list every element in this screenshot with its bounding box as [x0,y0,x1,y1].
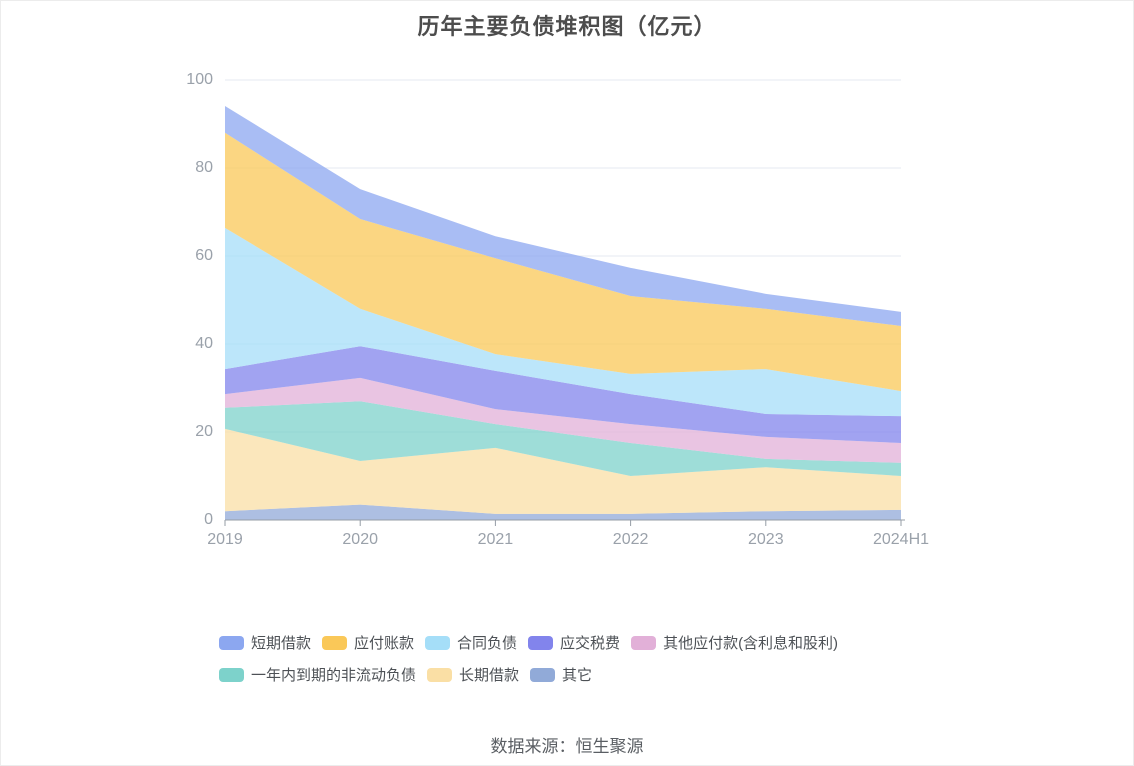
legend-swatch-others [530,667,556,682]
legend-swatch-long-term-borrowings [427,667,453,682]
area-short-term-borrowings[interactable] [225,105,901,326]
legend-swatch-non-current-liabilities-due-within-one-year [219,667,244,682]
legend-item-contract-liabilities[interactable]: 合同负债 [425,632,517,653]
legend-swatch-short-term-borrowings [219,635,244,650]
x-axis-label: 2020 [342,531,378,548]
area-long-term-borrowings[interactable] [225,428,901,514]
legend-item-non-current-liabilities-due-within-one-year[interactable]: 一年内到期的非流动负债 [219,664,416,685]
y-axis-label: 0 [204,511,213,528]
y-axis-label: 40 [195,335,213,352]
legend-swatch-accounts-payable [322,635,348,650]
legend-item-short-term-borrowings[interactable]: 短期借款 [219,632,311,653]
area-accounts-payable[interactable] [225,132,901,392]
y-axis-label: 100 [186,71,213,88]
legend-swatch-other-payables [631,635,657,650]
x-axis-label: 2022 [612,531,649,548]
area-other-payables[interactable] [225,377,901,463]
legend-label-contract-liabilities: 合同负债 [457,635,518,652]
legend-label-other-payables: 其他应付款(含利息和股利) [663,635,839,652]
legend-item-other-payables[interactable]: 其他应付款(含利息和股利) [631,632,838,653]
x-axis-label: 2021 [477,531,514,548]
legend-item-accounts-payable[interactable]: 应付账款 [322,632,414,653]
area-non-current-liabilities-due-within-one-year[interactable] [225,401,901,476]
y-axis-label: 80 [195,159,213,176]
legend-item-others[interactable]: 其它 [530,664,592,685]
legend-label-others: 其它 [562,667,593,684]
x-axis-label: 2023 [748,531,784,548]
x-axis-label: 2019 [207,531,243,548]
legend: 短期借款 应付账款 合同负债 应交税费 其他应付款(含利息和股利) 一年内到期的非流动负… [219,632,959,696]
area-contract-liabilities[interactable] [225,227,901,417]
legend-swatch-taxes-payable [528,635,554,650]
legend-item-taxes-payable[interactable]: 应交税费 [528,632,620,653]
y-axis-label: 60 [195,247,213,264]
legend-label-long-term-borrowings: 长期借款 [459,667,520,684]
legend-label-short-term-borrowings: 短期借款 [251,635,312,652]
area-others[interactable] [225,504,901,520]
y-axis-label: 20 [195,423,213,440]
legend-item-long-term-borrowings[interactable]: 长期借款 [427,664,519,685]
data-source-caption: 数据来源：恒生聚源 [490,737,644,756]
legend-swatch-contract-liabilities [425,635,451,650]
legend-label-non-current-liabilities-due-within-one-year: 一年内到期的非流动负债 [251,667,417,684]
legend-label-accounts-payable: 应付账款 [354,635,415,652]
chart-title: 历年主要负债堆积图（亿元） [417,14,717,39]
legend-row-1: 短期借款 应付账款 合同负债 应交税费 其他应付款(含利息和股利) [219,632,959,653]
area-taxes-payable[interactable] [225,346,901,443]
x-axis-label: 2024H1 [872,531,930,548]
legend-label-taxes-payable: 应交税费 [560,635,621,652]
legend-row-2: 一年内到期的非流动负债 长期借款 其它 [219,664,959,685]
